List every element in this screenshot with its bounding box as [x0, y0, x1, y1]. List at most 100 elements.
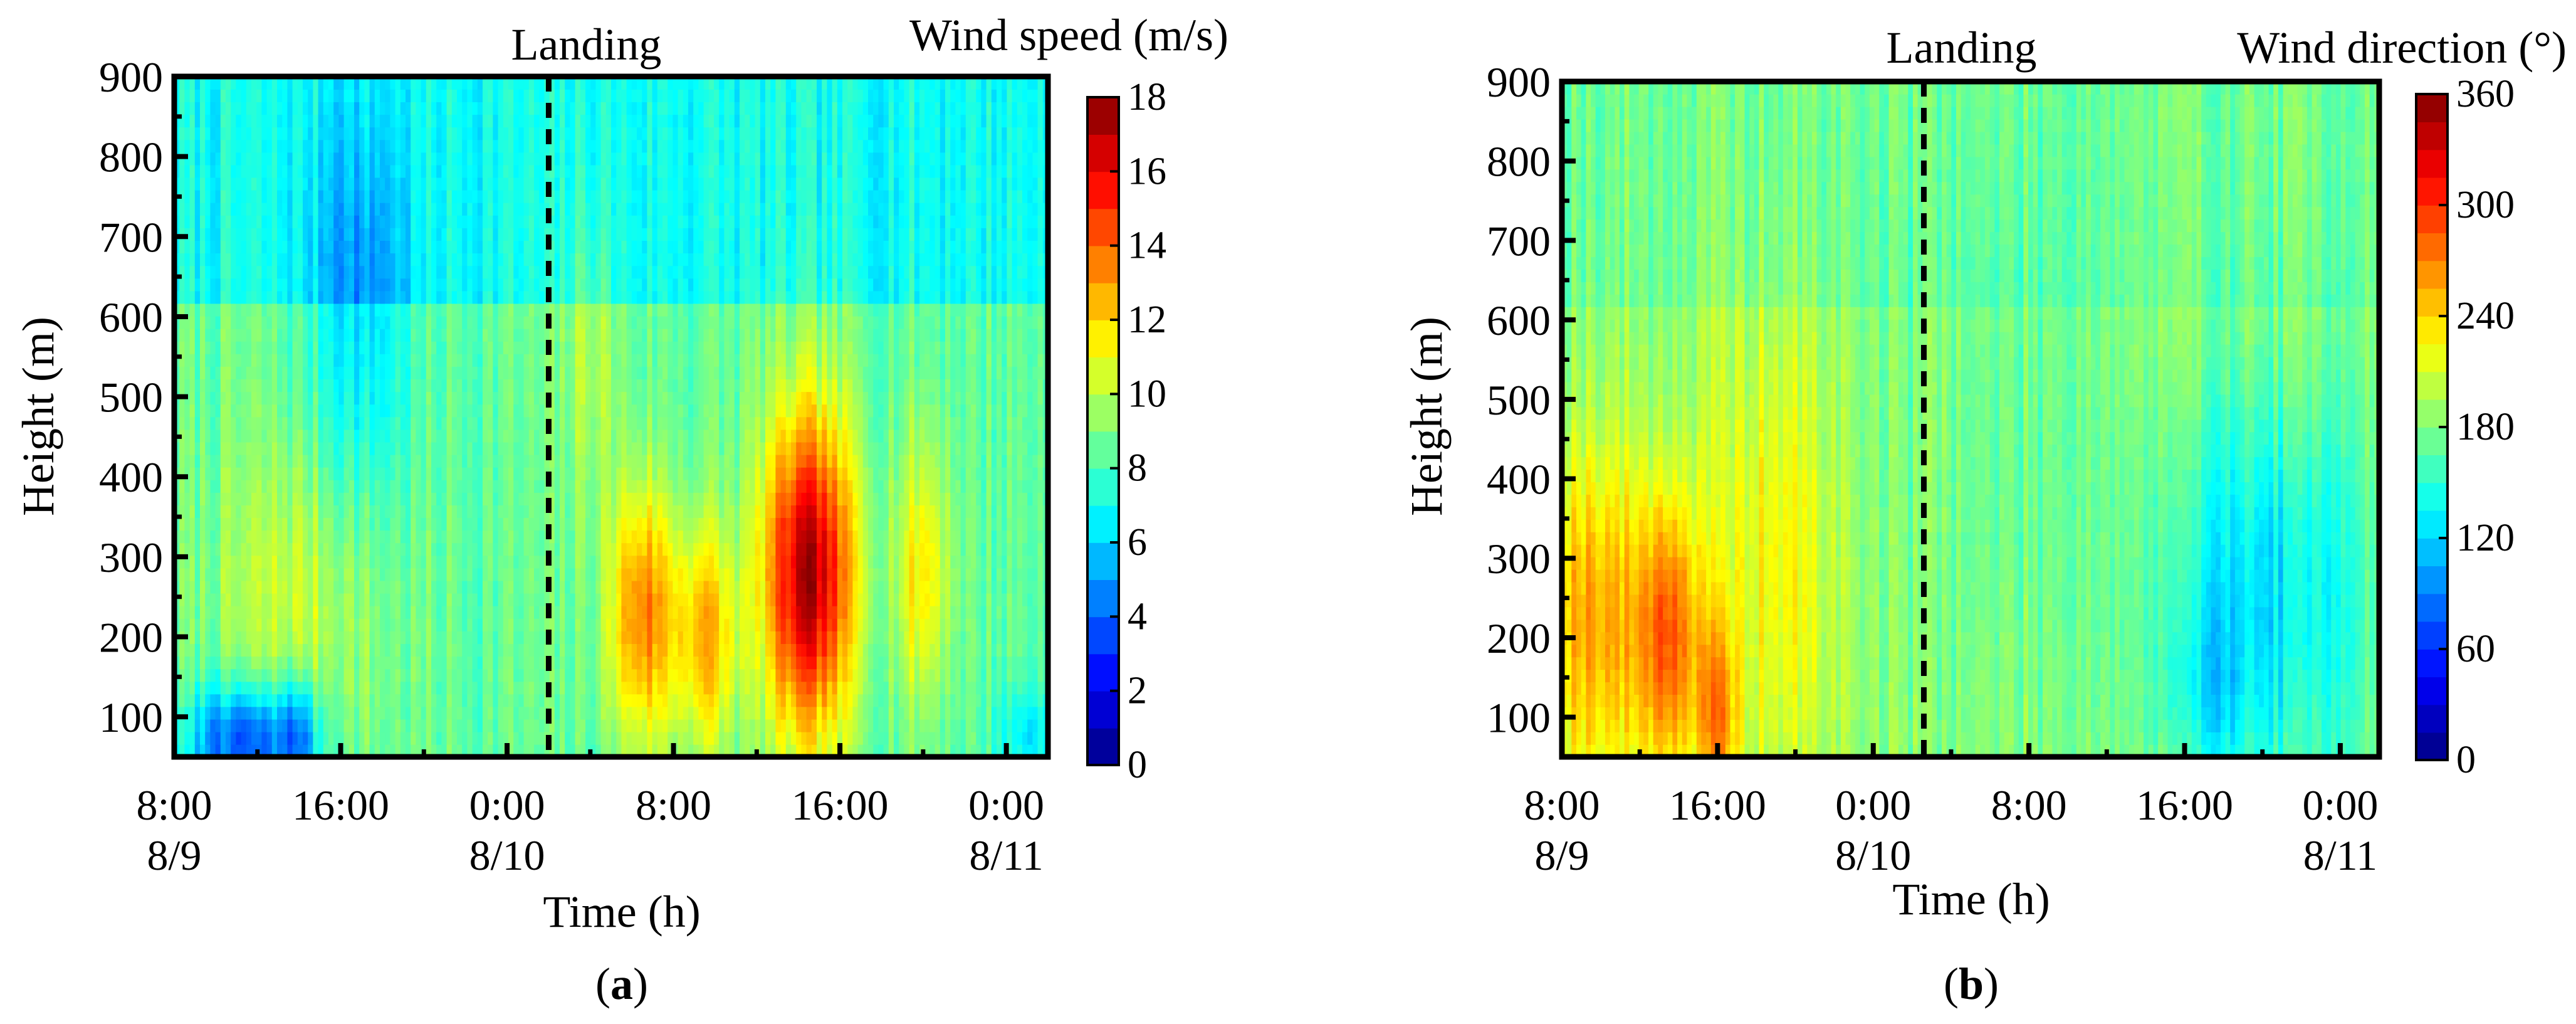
heatmap-cell — [308, 681, 314, 695]
heatmap-cell — [600, 555, 607, 569]
heatmap-cell — [200, 643, 206, 657]
heatmap-cell — [256, 391, 263, 405]
heatmap-cell — [226, 340, 231, 354]
heatmap-cell — [303, 379, 308, 393]
heatmap-cell — [348, 605, 355, 619]
heatmap-cell — [400, 555, 406, 569]
heatmap-cell — [554, 492, 560, 505]
heatmap-cell — [421, 643, 427, 657]
heatmap-cell — [503, 177, 509, 191]
heatmap-cell — [400, 731, 406, 745]
heatmap-cell — [503, 164, 509, 178]
heatmap-cell — [595, 328, 602, 342]
heatmap-cell — [637, 366, 642, 379]
heatmap-cell — [369, 480, 375, 493]
heatmap-cell — [539, 441, 545, 455]
heatmap-cell — [348, 278, 355, 292]
heatmap-cell — [637, 290, 642, 304]
heatmap-cell — [179, 77, 186, 90]
heatmap-cell — [348, 354, 355, 367]
heatmap-cell — [266, 328, 273, 342]
heatmap-cell — [575, 517, 581, 531]
heatmap-cell — [462, 354, 468, 367]
heatmap-cell — [318, 164, 324, 178]
heatmap-cell — [611, 265, 617, 279]
heatmap-cell — [236, 706, 242, 720]
heatmap-cell — [194, 492, 201, 505]
heatmap-cell — [467, 189, 473, 203]
heatmap-cell — [395, 265, 401, 279]
heatmap-cell — [189, 467, 196, 480]
heatmap-cell — [595, 416, 602, 430]
heatmap-cell — [472, 429, 478, 443]
heatmap-cell — [570, 253, 576, 267]
heatmap-cell — [585, 492, 591, 505]
heatmap-cell — [616, 719, 622, 732]
heatmap-cell — [369, 290, 375, 304]
heatmap-cell — [200, 114, 206, 128]
heatmap-cell — [411, 139, 417, 153]
heatmap-cell — [215, 542, 221, 556]
heatmap-cell — [246, 567, 252, 581]
heatmap-cell — [385, 454, 391, 468]
heatmap-cell — [431, 278, 437, 292]
heatmap-cell — [590, 416, 597, 430]
heatmap-cell — [256, 114, 263, 128]
heatmap-cell — [200, 542, 206, 556]
heatmap-cell — [421, 164, 427, 178]
heatmap-cell — [205, 315, 211, 329]
heatmap-cell — [441, 643, 448, 657]
heatmap-cell — [647, 505, 653, 518]
heatmap-cell — [467, 618, 473, 631]
heatmap-cell — [348, 202, 355, 216]
heatmap-cell — [565, 668, 571, 682]
heatmap-cell — [600, 454, 607, 468]
heatmap-cell — [544, 89, 550, 102]
heatmap-cell — [333, 492, 340, 505]
heatmap-cell — [406, 694, 411, 707]
heatmap-cell — [621, 694, 627, 707]
heatmap-cell — [539, 567, 545, 581]
heatmap-cell — [441, 416, 448, 430]
heatmap-cell — [308, 89, 314, 102]
heatmap-cell — [179, 618, 186, 631]
heatmap-cell — [308, 694, 314, 707]
heatmap-cell — [595, 253, 602, 267]
heatmap-cell — [261, 177, 268, 191]
heatmap-cell — [271, 429, 278, 443]
heatmap-cell — [446, 580, 453, 594]
heatmap-cell — [523, 189, 530, 203]
heatmap-cell — [359, 340, 365, 354]
heatmap-cell — [549, 366, 555, 379]
heatmap-cell — [565, 366, 571, 379]
heatmap-cell — [231, 480, 237, 493]
heatmap-cell — [406, 731, 411, 745]
heatmap-cell — [395, 416, 401, 430]
heatmap-cell — [282, 290, 288, 304]
heatmap-cell — [343, 303, 350, 317]
heatmap-cell — [236, 404, 242, 418]
heatmap-cell — [488, 605, 494, 619]
heatmap-cell — [215, 215, 221, 228]
heatmap-cell — [441, 555, 448, 569]
heatmap-cell — [441, 681, 448, 695]
heatmap-cell — [292, 467, 298, 480]
heatmap-cell — [359, 605, 365, 619]
heatmap-cell — [570, 719, 576, 732]
heatmap-cell — [333, 668, 340, 682]
heatmap-cell — [395, 202, 401, 216]
heatmap-cell — [354, 731, 360, 745]
heatmap-cell — [631, 202, 637, 216]
heatmap-cell — [184, 668, 191, 682]
heatmap-cell — [380, 228, 385, 241]
heatmap-cell — [518, 290, 525, 304]
heatmap-cell — [348, 404, 355, 418]
heatmap-cell — [271, 441, 278, 455]
heatmap-cell — [364, 441, 370, 455]
heatmap-cell — [380, 631, 385, 644]
heatmap-cell — [477, 567, 483, 581]
heatmap-cell — [477, 253, 483, 267]
heatmap-cell — [560, 454, 565, 468]
heatmap-cell — [333, 404, 340, 418]
heatmap-cell — [189, 315, 196, 329]
